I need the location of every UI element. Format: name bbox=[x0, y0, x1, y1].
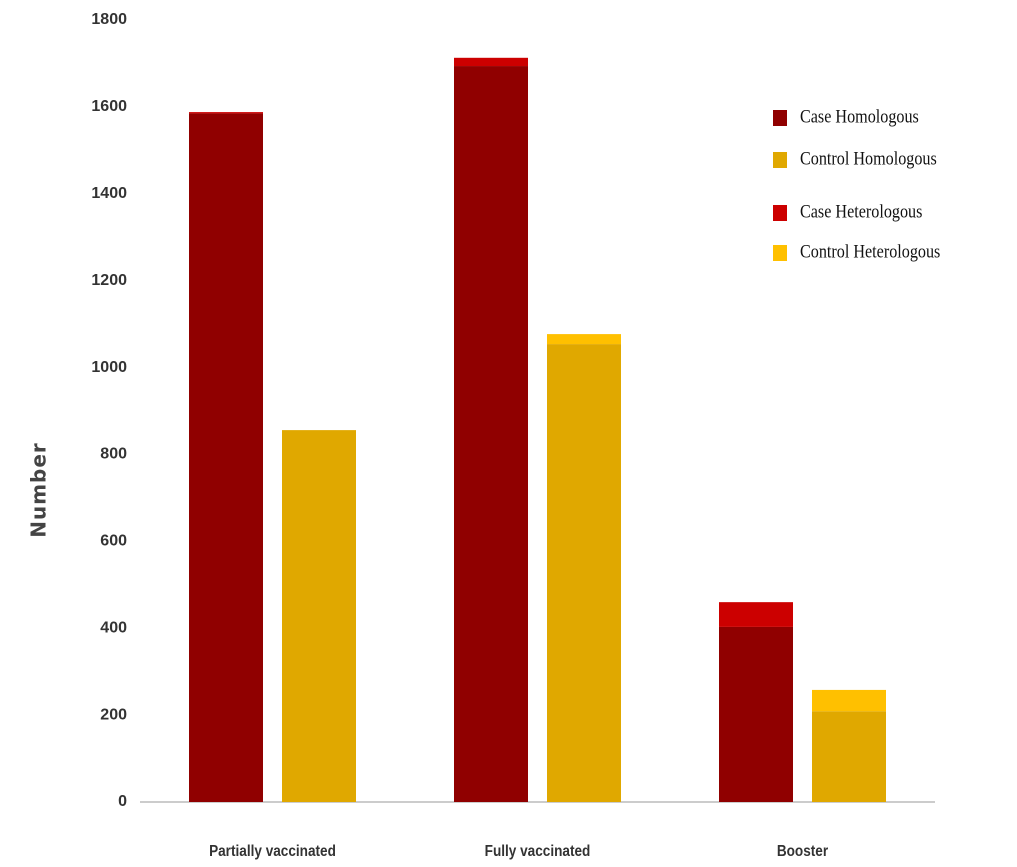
legend-label: Case Homologous bbox=[800, 105, 919, 127]
y-axis-label: Number bbox=[27, 442, 51, 538]
bar-segment bbox=[547, 334, 621, 345]
y-tick-label: 1200 bbox=[91, 272, 127, 289]
x-tick-label: Fully vaccinated bbox=[485, 843, 591, 860]
legend-label: Control Homologous bbox=[800, 147, 937, 169]
y-tick-label: 1600 bbox=[91, 98, 127, 115]
bar-segment bbox=[719, 626, 793, 802]
y-tick-label: 1000 bbox=[91, 359, 127, 376]
legend-swatch bbox=[773, 110, 787, 126]
bar-segment bbox=[719, 602, 793, 627]
y-tick-label: 0 bbox=[118, 793, 127, 810]
bar-segment bbox=[454, 66, 528, 803]
bar-segment bbox=[189, 113, 263, 802]
bar-segment bbox=[282, 430, 356, 802]
y-tick-label: 800 bbox=[100, 446, 127, 463]
bar-segment bbox=[189, 112, 263, 114]
legend-swatch bbox=[773, 205, 787, 221]
y-tick-label: 1400 bbox=[91, 185, 127, 202]
x-tick-label: Booster bbox=[777, 843, 829, 860]
y-tick-label: 400 bbox=[100, 619, 127, 636]
legend-label: Case Heterologous bbox=[800, 200, 923, 222]
bar-segment bbox=[812, 711, 886, 802]
legend-label: Control Heterologous bbox=[800, 240, 940, 262]
x-tick-label: Partially vaccinated bbox=[209, 843, 336, 860]
y-tick-label: 200 bbox=[100, 706, 127, 723]
bar-segment bbox=[454, 57, 528, 67]
legend-swatch bbox=[773, 245, 787, 261]
bar-segment bbox=[812, 689, 886, 712]
bar-segment bbox=[547, 344, 621, 802]
legend-swatch bbox=[773, 152, 787, 168]
y-tick-label: 600 bbox=[100, 533, 127, 550]
y-tick-label: 1800 bbox=[91, 11, 127, 28]
